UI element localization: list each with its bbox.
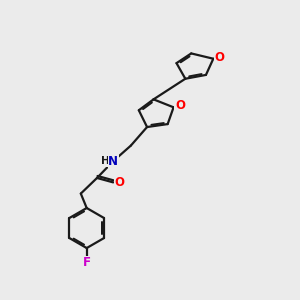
Text: O: O [175,99,185,112]
Text: H: H [100,156,109,166]
Text: F: F [83,256,91,269]
Text: O: O [115,176,125,190]
Text: N: N [108,155,118,168]
Text: O: O [215,51,225,64]
